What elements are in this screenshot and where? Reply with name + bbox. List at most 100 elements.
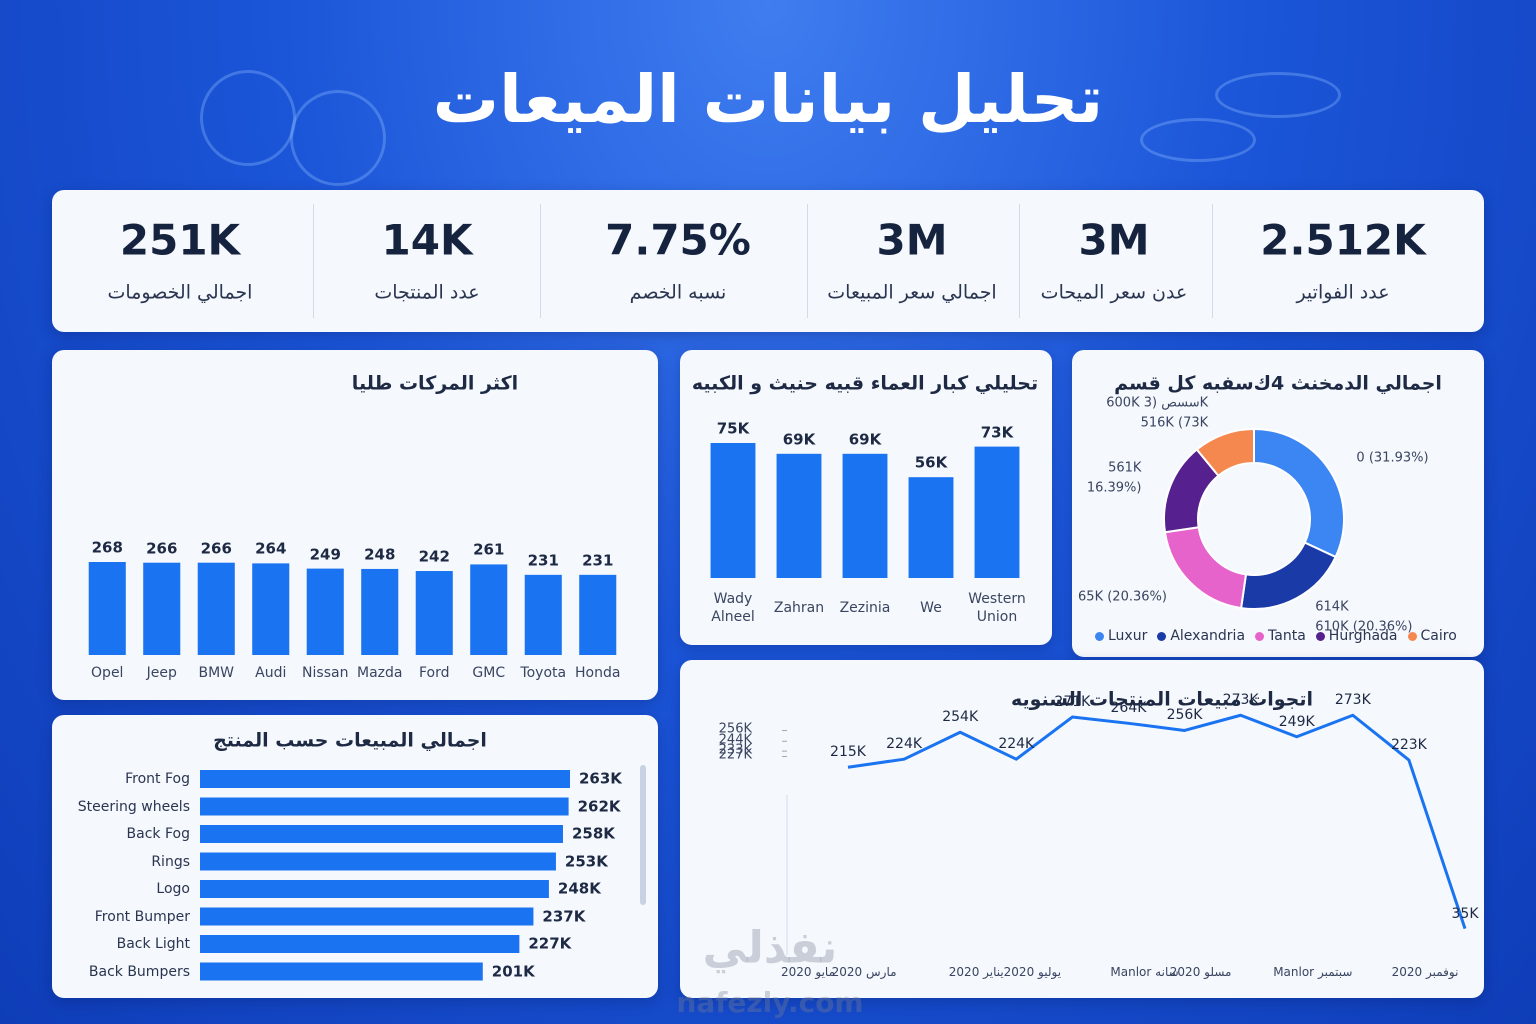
data-label: 56K [914,453,948,472]
kpi-panel [52,190,1484,332]
decoration [290,90,386,186]
x-tick-label: 2020 مايو [781,965,835,980]
x-tick-label: Western Union [968,590,1026,625]
slice-label: 0 (31.93%) [1356,450,1429,466]
divider [540,204,541,318]
watermark: nafezly.com [676,985,864,1019]
y-tick-label: Front Bumper [94,908,190,925]
data-label: 271K [1054,693,1091,710]
data-label: 227K [528,934,572,953]
scrollbar [640,765,646,905]
x-tick-label: Mazda [357,664,403,681]
data-label: 237K [542,906,586,925]
bar [470,564,508,655]
data-label: 224K [886,736,923,753]
y-tick-label: Back Fog [126,825,190,842]
kpi-value: 251K [119,215,241,265]
data-label: 201K [491,961,535,980]
data-label: 69K [848,430,882,449]
bar [524,574,562,655]
chart-title: اجمالي المبيعات حسب المنتج [213,729,487,752]
x-tick-label: Audi [255,664,287,681]
x-tick-label: Manlor سبتمبر [1273,965,1353,980]
decoration [1215,72,1341,118]
x-tick-label: Toyota [520,664,567,681]
slice-label: 614K [1315,599,1349,615]
bar [908,477,954,578]
y-tick-label: 233K [718,742,752,758]
data-label: 248 [364,545,396,564]
legend-label: Tanta [1268,628,1306,644]
kpi-label: اجمالي الخصومات [107,281,253,304]
kpi-value: 14K [381,215,473,265]
divider [1019,204,1020,318]
legend-item: Cairo [1407,628,1457,644]
data-label: 249K [1278,713,1315,730]
x-tick-label: Nissan [302,664,349,681]
legend-label: Alexandria [1170,628,1246,644]
data-label: 231 [582,551,614,570]
data-label: 264 [255,539,287,558]
kpi-label: عدد المنتجات [374,281,480,304]
y-tick-label: 227K [718,748,752,764]
legend-swatch [1095,631,1104,641]
data-label: 249 [309,544,341,563]
x-tick-label: نوفمبر 2020 [1391,965,1459,980]
legend-swatch [1315,631,1325,641]
kpi-value: 3M [1078,215,1150,265]
y-tick-label: 256K [718,722,752,738]
data-label: 258K [571,824,615,843]
y-tick-label: Back Light [116,935,190,952]
y-tick-label: Back Bumpers [88,963,190,980]
data-label: 223K [1390,736,1427,753]
data-label: 254K [942,709,979,726]
legend-item: Tanta [1255,628,1306,644]
data-label: 215K [830,744,866,761]
data-label: 273K [1334,692,1371,709]
y-tick-label: Logo [156,880,190,897]
x-tick-label: Opel [91,664,124,681]
x-tick-label: يناير 2020 [948,965,1004,980]
x-tick-label: BMW [198,664,235,681]
data-label: 242 [418,547,450,566]
kpi-label: نسبه الخصم [629,281,727,304]
bar [197,562,235,655]
data-label: 253K [564,851,608,870]
x-tick-label: We [920,599,942,616]
kpi-value: 2.512K [1260,215,1426,265]
data-label: 268 [91,538,123,557]
legend-item: Hurghada [1315,628,1398,644]
bar [361,568,399,655]
bar [974,446,1020,578]
kpi-label: اجمالي سعر المبيعات [827,281,997,304]
kpi-label: عدد الفواتير [1296,281,1390,304]
bar [200,852,556,871]
y-tick-label: Rings [151,853,190,870]
slice-label: 610K (20.36%) [1315,619,1413,635]
legend-label: Cairo [1420,628,1457,644]
data-label: 261 [473,540,505,559]
bar [200,962,483,981]
x-tick-label: Ford [418,664,450,681]
data-label: 231 [527,551,559,570]
divider [313,204,314,318]
y-tick-label: 244K [718,732,752,748]
x-tick-label: GMC [472,664,506,681]
data-label: 69K [782,430,816,449]
data-label: 264K [1110,700,1147,717]
kpi-value: 3M [876,215,948,265]
bar [200,825,563,843]
bar [200,797,569,816]
x-tick-label: Manlor سانه [1110,965,1179,980]
slice-label: 516K (73K [1140,415,1209,431]
legend-swatch [1157,631,1167,641]
page-title: تحليل بيانات الميعات [432,61,1104,139]
bar [415,571,453,655]
slice-label: 561K [1108,460,1142,476]
data-label: 224K [998,736,1035,753]
legend-label: Luxur [1108,628,1148,644]
data-label: 75K [716,419,750,438]
bar [842,453,888,578]
x-tick-label: مارس 2020 [831,965,897,980]
